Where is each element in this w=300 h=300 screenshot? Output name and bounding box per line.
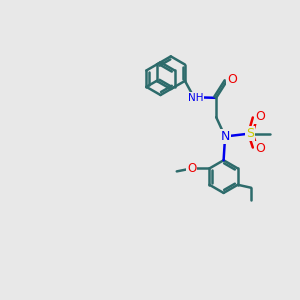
Text: S: S [246,127,254,140]
Text: O: O [255,110,265,123]
Text: O: O [255,142,265,155]
Text: N: N [220,130,230,143]
Text: NH: NH [188,93,203,103]
Text: O: O [227,73,237,85]
Text: O: O [187,162,196,175]
